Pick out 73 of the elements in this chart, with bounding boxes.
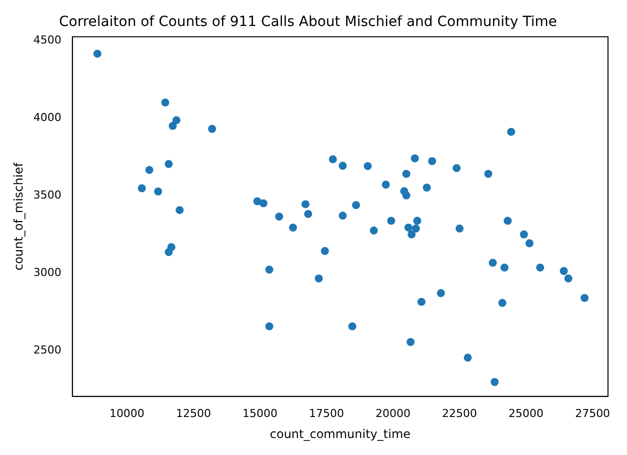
point (314, 274, 323, 282)
point (176, 206, 184, 214)
y-tick-label: 4000 (33, 111, 62, 124)
point (464, 354, 472, 362)
x-tick-label: 27500 (575, 406, 610, 420)
x-tick-label: 22500 (442, 406, 478, 420)
point (498, 298, 506, 307)
x-tick-label: 10000 (109, 406, 144, 420)
x-tick-label: 25000 (508, 406, 544, 420)
y-tick-label: 3000 (33, 266, 62, 280)
point (500, 264, 508, 272)
point (413, 216, 422, 225)
point (580, 294, 589, 302)
x-tick-label: 15000 (242, 406, 278, 420)
point (167, 243, 176, 252)
point (564, 274, 572, 282)
point (404, 224, 412, 232)
point (436, 289, 445, 298)
point (406, 338, 415, 346)
point (352, 201, 360, 210)
point (428, 157, 436, 166)
point (161, 98, 170, 107)
point (364, 162, 372, 170)
x-tick-label: 17500 (308, 406, 344, 420)
point (138, 184, 146, 192)
y-tick-label: 4500 (33, 34, 62, 47)
point (145, 166, 154, 174)
point (456, 224, 464, 233)
point (338, 212, 347, 220)
point (265, 322, 274, 330)
point (328, 155, 337, 164)
point (301, 200, 310, 208)
point (275, 212, 284, 221)
y-tick-label: 3500 (33, 188, 62, 202)
point (288, 224, 297, 232)
point (259, 199, 268, 208)
point (526, 239, 534, 248)
point (338, 162, 347, 170)
point (320, 247, 329, 256)
point (402, 170, 410, 178)
point (164, 160, 173, 168)
point (154, 187, 162, 196)
x-tick-label: 20000 (376, 406, 411, 420)
point (484, 170, 492, 178)
point (265, 266, 274, 274)
point (370, 226, 378, 235)
point (93, 50, 102, 58)
point (168, 122, 177, 130)
y-tick-label: 2500 (33, 344, 62, 357)
x-axis-title: count_community_time (270, 426, 411, 441)
point (412, 224, 420, 233)
point (172, 116, 180, 124)
point (208, 124, 216, 133)
point (408, 230, 416, 238)
y-axis-title: count_of_mischief (11, 162, 26, 271)
point (452, 164, 461, 172)
point (488, 258, 497, 267)
point (417, 298, 426, 306)
point (402, 191, 410, 200)
point (507, 128, 516, 136)
point (536, 264, 544, 272)
point (422, 184, 431, 192)
point (520, 230, 528, 238)
point (304, 210, 312, 218)
point (560, 267, 568, 276)
point (410, 154, 419, 162)
point (387, 216, 396, 225)
point (504, 216, 512, 225)
chart-title: Correlaiton of Counts of 911 Calls About Mischief and Community Time (59, 14, 557, 30)
point (382, 180, 390, 189)
point (348, 322, 356, 330)
x-tick-label: 12500 (176, 406, 211, 420)
point (490, 378, 499, 386)
